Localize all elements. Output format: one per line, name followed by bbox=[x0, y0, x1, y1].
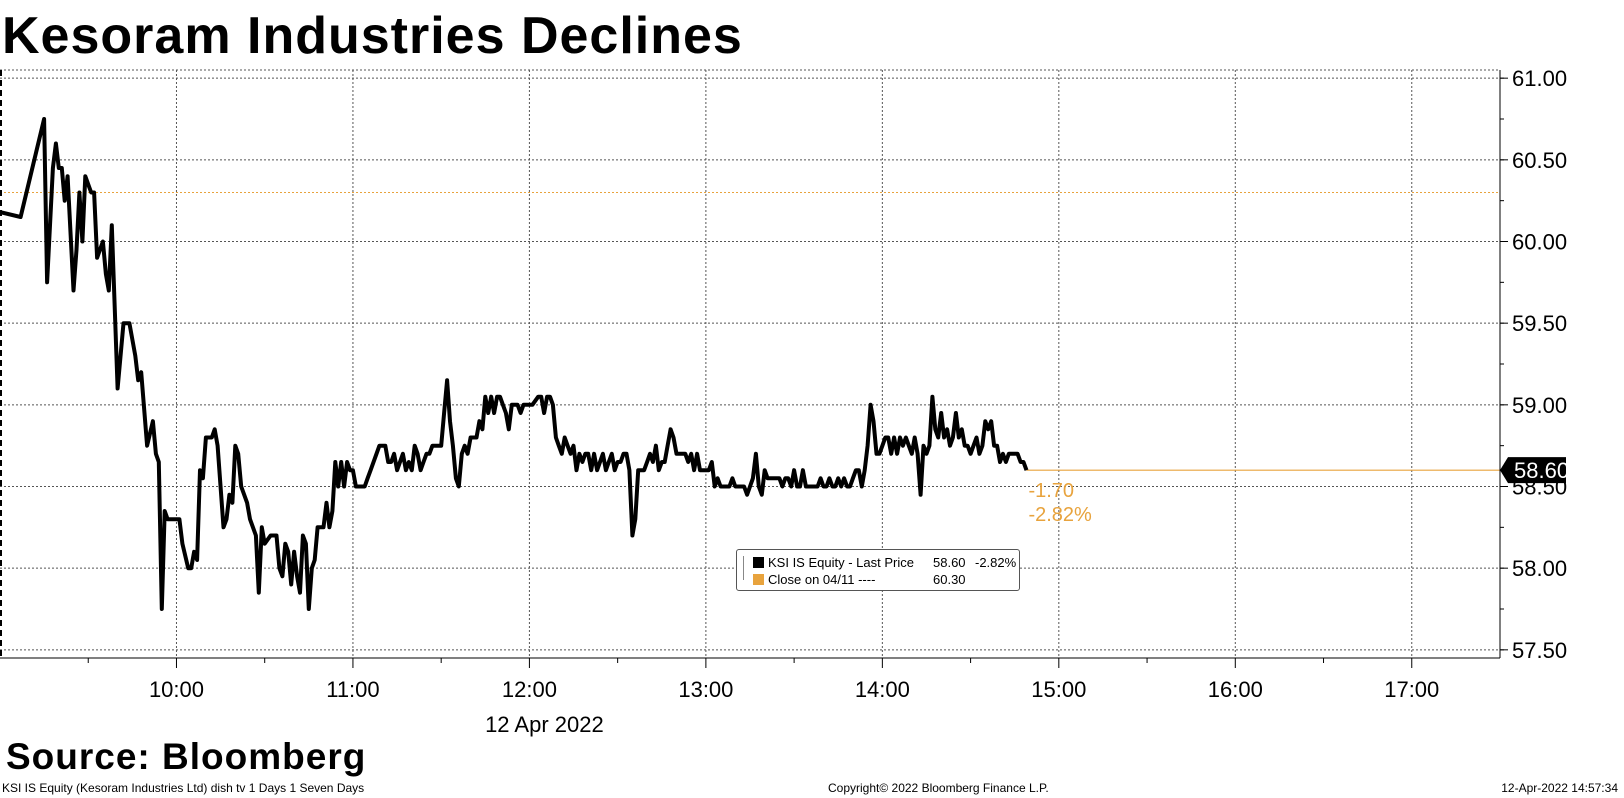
x-tick-label: 16:00 bbox=[1208, 677, 1263, 702]
last-price-tag-label: 58.60 bbox=[1514, 458, 1569, 483]
y-tick-label: 60.50 bbox=[1512, 148, 1567, 173]
x-axis-label: 12 Apr 2022 bbox=[485, 712, 604, 737]
change-pct-label: -2.82% bbox=[1028, 504, 1092, 526]
chart-title: Kesoram Industries Declines bbox=[2, 7, 743, 65]
change-abs-label: -1.70 bbox=[1028, 480, 1074, 502]
legend-row-price: KSI IS Equity - Last Price bbox=[753, 555, 914, 571]
x-tick-label: 13:00 bbox=[678, 677, 733, 702]
footer-copyright: Copyright© 2022 Bloomberg Finance L.P. bbox=[828, 781, 1049, 795]
x-tick-label: 15:00 bbox=[1031, 677, 1086, 702]
legend-swatch-close bbox=[753, 574, 764, 585]
x-tick-label: 10:00 bbox=[149, 677, 204, 702]
legend-close-value: 60.30 bbox=[933, 572, 966, 587]
last-price-tag bbox=[1500, 457, 1566, 484]
legend-row-close: Close on 04/11 ---- bbox=[753, 572, 875, 588]
price-line bbox=[0, 117, 1029, 611]
x-tick-label: 17:00 bbox=[1384, 677, 1439, 702]
legend-swatch-price bbox=[753, 557, 764, 568]
chart-axes bbox=[0, 70, 1508, 668]
legend-price-change: -2.82% bbox=[975, 555, 1017, 570]
y-tick-label: 60.00 bbox=[1512, 230, 1567, 255]
y-tick-label: 61.00 bbox=[1512, 66, 1567, 91]
y-tick-label: 59.00 bbox=[1512, 393, 1567, 418]
legend-close-label: Close on 04/11 ---- bbox=[768, 572, 876, 587]
source-label: Source: Bloomberg bbox=[6, 736, 367, 777]
chart-series bbox=[0, 117, 1500, 611]
footer-timestamp: 12-Apr-2022 14:57:34 bbox=[1501, 781, 1618, 795]
y-tick-label: 57.50 bbox=[1512, 638, 1567, 663]
y-tick-label: 58.00 bbox=[1512, 556, 1567, 581]
chart-labels: 57.5058.0058.5059.0059.5060.0060.5061.00… bbox=[149, 66, 1569, 737]
legend-price-label: KSI IS Equity - Last Price bbox=[768, 555, 914, 570]
y-tick-label: 59.50 bbox=[1512, 311, 1567, 336]
footer-security-info: KSI IS Equity (Kesoram Industries Ltd) d… bbox=[2, 781, 365, 795]
x-tick-label: 14:00 bbox=[855, 677, 910, 702]
x-tick-label: 11:00 bbox=[326, 677, 379, 702]
legend-price-value: 58.60 bbox=[933, 555, 966, 570]
legend-tree-icon bbox=[743, 556, 750, 580]
x-tick-label: 12:00 bbox=[502, 677, 557, 702]
chart-legend[interactable]: KSI IS Equity - Last Price 58.60 -2.82% … bbox=[736, 549, 1020, 591]
